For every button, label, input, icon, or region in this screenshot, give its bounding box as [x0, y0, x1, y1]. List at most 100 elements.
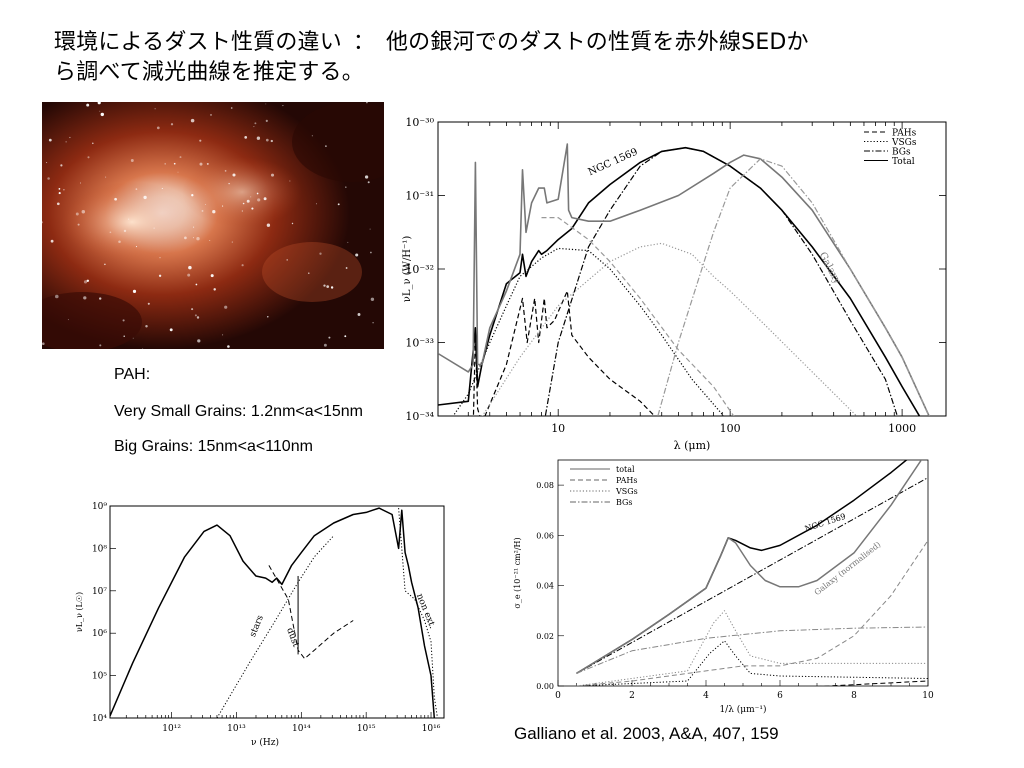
- title-line-2: ら調べて減光曲線を推定する。: [54, 60, 364, 85]
- photo-star: [48, 138, 52, 142]
- sed-y-tick-label: 10⁻³⁰: [405, 116, 434, 129]
- photo-star: [122, 319, 125, 322]
- photo-star: [114, 197, 117, 201]
- sed-figure: 10 100 1000 10⁻³⁴ 10⁻³³ 10⁻³² 10⁻³¹ 10⁻³⁰ λ (μm)…: [388, 110, 958, 455]
- photo-star: [65, 141, 67, 143]
- ext-x-tick-label: 6: [777, 691, 783, 701]
- photo-star: [92, 142, 94, 145]
- photo-star: [199, 139, 202, 142]
- ext-series-ngc-1569-bgs: [576, 477, 928, 674]
- photo-star: [164, 163, 166, 165]
- photo-star: [46, 162, 48, 164]
- photo-star: [257, 198, 261, 202]
- photo-star: [109, 231, 112, 234]
- photo-star: [369, 228, 371, 230]
- photo-star: [199, 162, 203, 166]
- sd-y-label: νL_ν (L☉): [75, 592, 84, 632]
- photo-star: [83, 280, 88, 284]
- ext-x-label: 1/λ (μm⁻¹): [719, 704, 766, 715]
- photo-star: [193, 226, 195, 228]
- sd-x-tick-label: 10¹²: [162, 724, 181, 734]
- photo-star: [105, 176, 107, 178]
- photo-star: [79, 182, 82, 184]
- sd-x-label: ν (Hz): [251, 737, 279, 748]
- photo-star: [123, 335, 125, 338]
- photo-star: [357, 313, 361, 316]
- photo-star: [184, 236, 187, 240]
- sed-series-galaxy-bg: [657, 158, 930, 416]
- sd-axes-frame: [109, 505, 445, 719]
- photo-star: [311, 135, 314, 137]
- photo-star: [77, 223, 80, 226]
- title-right-1: 他の銀河でのダストの性質を赤外線SEDか: [385, 30, 809, 55]
- photo-star: [355, 253, 359, 257]
- photo-star: [205, 203, 206, 205]
- photo-star: [156, 126, 160, 130]
- ext-legend-label: VSGs: [615, 487, 638, 496]
- sed-y-tick-label: 10⁻³³: [405, 337, 434, 350]
- ext-series-group: [576, 460, 928, 686]
- sed-chart: 10 100 1000 10⁻³⁴ 10⁻³³ 10⁻³² 10⁻³¹ 10⁻³⁰ λ (μm)…: [402, 116, 947, 452]
- photo-star: [75, 212, 79, 216]
- slide-title: 環境によるダスト性質の違い ： 他の銀河でのダストの性質を赤外線SEDか ら調べて減…: [54, 28, 994, 88]
- photo-star: [173, 162, 176, 165]
- photo-star: [169, 328, 173, 332]
- ext-series-galaxy-pahs: [576, 540, 928, 686]
- photo-star: [242, 202, 245, 205]
- photo-star: [47, 177, 50, 180]
- photo-star: [69, 136, 71, 139]
- photo-star: [263, 197, 267, 201]
- ext-x-tick-label: 0: [555, 691, 561, 701]
- photo-star: [326, 285, 330, 288]
- photo-star: [42, 342, 45, 345]
- sed-series-vsgs: [452, 247, 725, 416]
- photo-star: [222, 205, 224, 207]
- photo-star: [210, 114, 212, 116]
- photo-star: [87, 156, 90, 159]
- photo-star: [60, 164, 63, 167]
- photo-star: [347, 241, 349, 243]
- photo-star: [135, 246, 138, 248]
- sed-series-group: [438, 143, 930, 416]
- photo-star: [123, 229, 127, 233]
- ext-legend: total PAHs VSGs BGs: [570, 465, 638, 507]
- photo-star: [345, 186, 347, 188]
- sd-x-tick-label: 10¹⁴: [292, 724, 311, 734]
- photo-star: [209, 239, 211, 242]
- sd-y-tick-label: 10⁹: [92, 502, 107, 512]
- sd-x-tick-label: 10¹⁵: [357, 724, 376, 734]
- sed-y-tick-label: 10⁻³²: [405, 263, 434, 276]
- photo-star: [282, 105, 284, 107]
- sd-y-tick-label: 10⁷: [92, 587, 107, 597]
- photo-star: [270, 173, 275, 177]
- photo-star: [99, 297, 102, 300]
- sd-y-tick-label: 10⁸: [92, 544, 107, 554]
- photo-star: [370, 251, 372, 254]
- photo-star: [191, 194, 194, 197]
- ext-x-tick-label: 10: [922, 691, 934, 701]
- photo-star: [130, 159, 134, 162]
- sd-series-stars: [216, 535, 335, 718]
- photo-star: [265, 138, 269, 142]
- photo-star: [366, 102, 368, 104]
- photo-star: [154, 108, 156, 110]
- sed-x-tick-label: 100: [720, 422, 741, 435]
- photo-star: [228, 182, 230, 185]
- photo-star: [55, 294, 59, 299]
- vsg-label: Very Small Grains: 1.2nm<a<15nm: [114, 403, 364, 420]
- sd-series-non-ext: [398, 508, 438, 718]
- photo-star: [224, 170, 227, 172]
- ext-legend-label: PAHs: [616, 476, 638, 485]
- photo-star: [344, 335, 347, 338]
- sed-y-label: νL_ν (W/H⁻¹): [402, 236, 413, 303]
- photo-star: [86, 279, 90, 283]
- photo-star: [254, 122, 257, 125]
- photo-star: [319, 252, 322, 255]
- extinction-figure: 0 2 4 6 8 10 0.00 0.02 0.04 0.06 0.08 1/λ (μm⁻¹) σ_e…: [506, 459, 938, 720]
- photo-star: [289, 180, 291, 182]
- sd-y-tick-label: 10⁵: [92, 672, 107, 682]
- sed-series-galaxy: [438, 143, 930, 416]
- photo-star: [63, 189, 65, 191]
- ext-y-tick-label: 0.04: [536, 582, 554, 591]
- photo-star: [227, 345, 230, 348]
